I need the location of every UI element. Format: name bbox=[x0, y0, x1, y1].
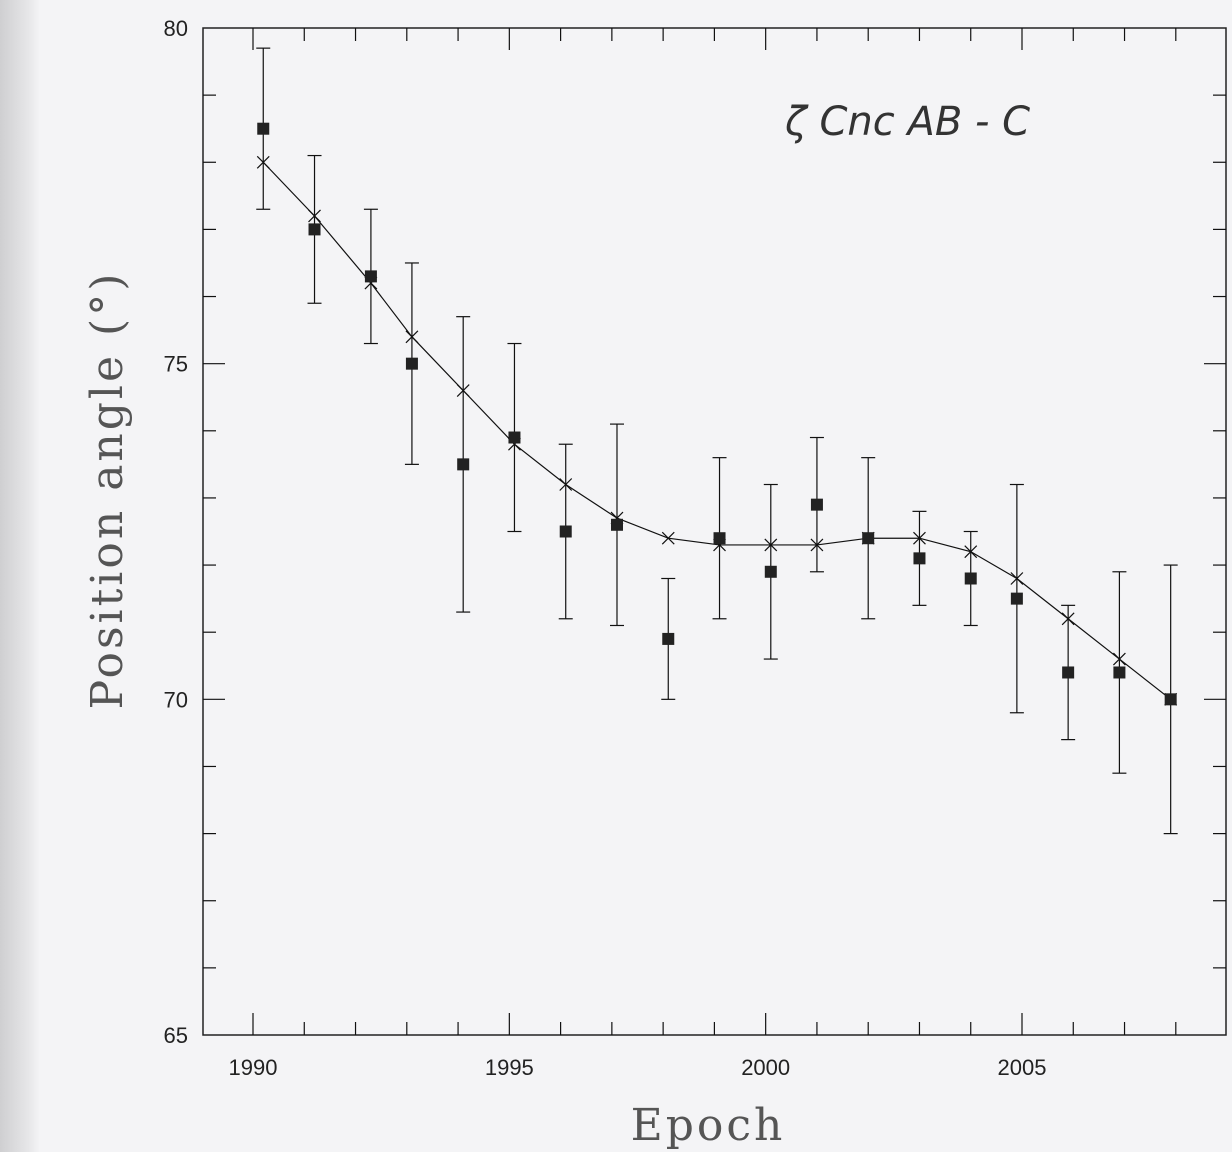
data-point bbox=[964, 572, 977, 585]
data-point bbox=[862, 532, 875, 545]
y-tick-label: 80 bbox=[164, 16, 188, 41]
data-point bbox=[1062, 666, 1075, 679]
data-point bbox=[913, 552, 926, 565]
x-tick-label: 2000 bbox=[741, 1055, 790, 1080]
data-point bbox=[713, 532, 726, 545]
model-point bbox=[661, 531, 675, 545]
data-point bbox=[257, 122, 270, 135]
data-point bbox=[308, 223, 321, 236]
star-annotation: ζ Cnc AB - C bbox=[784, 99, 1030, 145]
data-point bbox=[1164, 693, 1177, 706]
data-point bbox=[405, 357, 418, 370]
data-point bbox=[457, 458, 470, 471]
x-tick-label: 1990 bbox=[229, 1055, 278, 1080]
y-axis-title: Position angle (°) bbox=[82, 271, 133, 710]
data-point bbox=[1113, 666, 1126, 679]
x-axis-title: Epoch bbox=[631, 1100, 786, 1151]
x-tick-label: 2005 bbox=[998, 1055, 1047, 1080]
data-point bbox=[662, 632, 675, 645]
data-point bbox=[559, 525, 572, 538]
data-point bbox=[610, 518, 623, 531]
data-point bbox=[364, 270, 377, 283]
data-point bbox=[810, 498, 823, 511]
data-point bbox=[508, 431, 521, 444]
y-tick-label: 75 bbox=[164, 352, 188, 377]
y-tick-label: 65 bbox=[164, 1023, 188, 1048]
plot-frame bbox=[202, 27, 1227, 1036]
y-tick-label: 70 bbox=[164, 687, 188, 712]
scan-edge bbox=[0, 0, 40, 1152]
data-point bbox=[764, 565, 777, 578]
data-point bbox=[1010, 592, 1023, 605]
x-tick-label: 1995 bbox=[485, 1055, 534, 1080]
